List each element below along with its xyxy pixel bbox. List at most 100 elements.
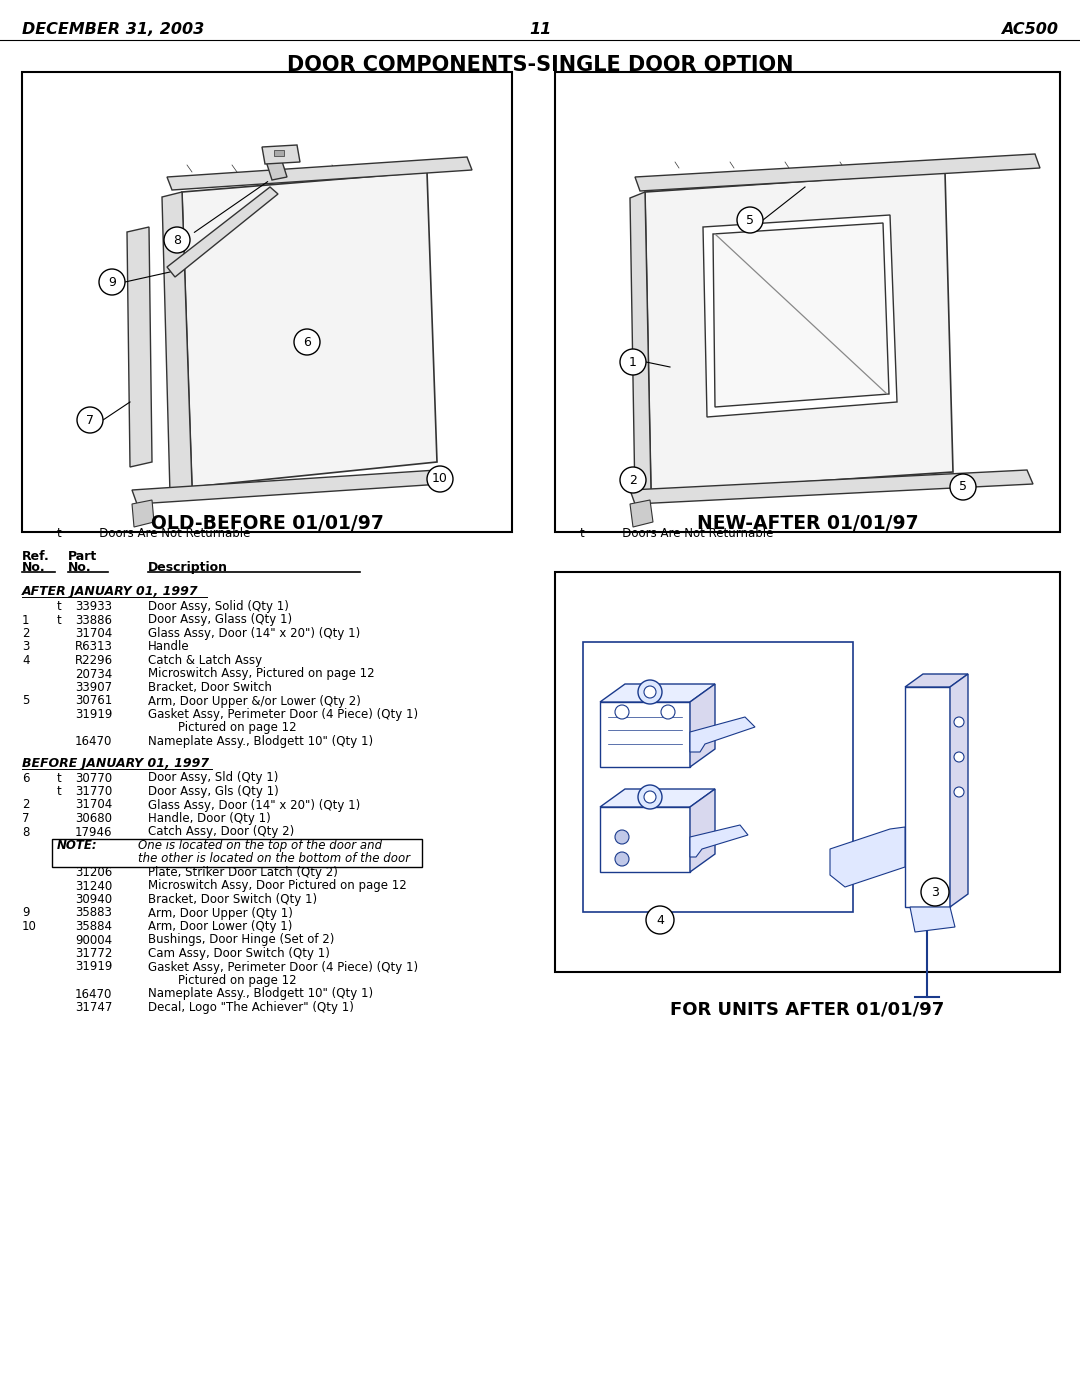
Text: Nameplate Assy., Blodgett 10" (Qty 1): Nameplate Assy., Blodgett 10" (Qty 1): [148, 988, 373, 1000]
Text: No.: No.: [68, 562, 92, 574]
Text: 30761: 30761: [75, 694, 112, 707]
Bar: [555, 571, 1059, 972]
Text: 3: 3: [931, 886, 939, 898]
Text: 90004: 90004: [75, 933, 112, 947]
Circle shape: [644, 791, 656, 803]
Text: 6: 6: [303, 335, 311, 348]
Polygon shape: [265, 155, 287, 180]
Polygon shape: [905, 673, 968, 687]
Polygon shape: [127, 226, 152, 467]
Text: Door Assy, Sld (Qty 1): Door Assy, Sld (Qty 1): [148, 771, 279, 785]
Polygon shape: [690, 826, 748, 856]
Text: Gasket Assy, Perimeter Door (4 Piece) (Qty 1): Gasket Assy, Perimeter Door (4 Piece) (Q…: [148, 708, 418, 721]
Text: t          Doors Are Not Returnable: t Doors Are Not Returnable: [57, 527, 251, 541]
Text: 4: 4: [22, 654, 29, 666]
Circle shape: [615, 852, 629, 866]
Circle shape: [661, 705, 675, 719]
Text: 35884: 35884: [75, 921, 112, 933]
Text: 16470: 16470: [75, 988, 112, 1000]
Text: No.: No.: [22, 562, 45, 574]
Text: 16470: 16470: [75, 735, 112, 747]
Text: 20734: 20734: [75, 668, 112, 680]
Text: Catch Assy, Door (Qty 2): Catch Assy, Door (Qty 2): [148, 826, 294, 838]
Text: Handle, Door (Qty 1): Handle, Door (Qty 1): [148, 812, 271, 826]
Bar: [274, 149, 284, 156]
Polygon shape: [950, 673, 968, 907]
Text: 9: 9: [22, 907, 29, 919]
Text: t: t: [57, 613, 62, 626]
Polygon shape: [630, 191, 651, 500]
Bar: [22, 73, 512, 532]
Circle shape: [954, 752, 964, 761]
Text: DOOR COMPONENTS-SINGLE DOOR OPTION: DOOR COMPONENTS-SINGLE DOOR OPTION: [287, 54, 793, 75]
Polygon shape: [905, 687, 950, 907]
Text: Description: Description: [148, 562, 228, 574]
Polygon shape: [262, 145, 300, 163]
Text: Arm, Door Upper (Qty 1): Arm, Door Upper (Qty 1): [148, 907, 293, 919]
Text: Pictured on page 12: Pictured on page 12: [178, 721, 297, 735]
Polygon shape: [635, 154, 1040, 191]
Text: 4: 4: [656, 914, 664, 926]
Text: R6313: R6313: [75, 640, 113, 654]
Text: 2: 2: [22, 627, 29, 640]
Text: 10: 10: [22, 921, 37, 933]
Text: the other is located on the bottom of the door: the other is located on the bottom of th…: [138, 852, 410, 866]
Text: Bracket, Door Switch: Bracket, Door Switch: [148, 680, 272, 694]
Polygon shape: [703, 215, 897, 416]
Circle shape: [646, 907, 674, 935]
Text: 33907: 33907: [75, 680, 112, 694]
Polygon shape: [713, 224, 889, 407]
Circle shape: [77, 407, 103, 433]
Text: NEW-AFTER 01/01/97: NEW-AFTER 01/01/97: [697, 514, 918, 534]
Circle shape: [950, 474, 976, 500]
Text: DECEMBER 31, 2003: DECEMBER 31, 2003: [22, 22, 204, 36]
Text: 9: 9: [108, 275, 116, 289]
Circle shape: [427, 467, 453, 492]
Polygon shape: [630, 500, 653, 527]
Circle shape: [294, 330, 320, 355]
Polygon shape: [600, 685, 715, 703]
Text: t          Doors Are Not Returnable: t Doors Are Not Returnable: [580, 527, 773, 541]
Polygon shape: [167, 187, 278, 277]
Text: Gasket Assy, Perimeter Door (4 Piece) (Qty 1): Gasket Assy, Perimeter Door (4 Piece) (Q…: [148, 961, 418, 974]
Polygon shape: [132, 500, 154, 527]
Text: Part: Part: [68, 550, 97, 563]
Text: 30770: 30770: [75, 771, 112, 785]
Text: 31919: 31919: [75, 961, 112, 974]
Text: AFTER JANUARY 01, 1997: AFTER JANUARY 01, 1997: [22, 585, 199, 598]
Text: 1: 1: [629, 355, 637, 369]
Text: 31240: 31240: [75, 880, 112, 893]
Text: NOTE:: NOTE:: [57, 840, 97, 852]
Text: Handle: Handle: [148, 640, 190, 654]
Text: 31770: 31770: [75, 785, 112, 798]
Text: Arm, Door Upper &/or Lower (Qty 2): Arm, Door Upper &/or Lower (Qty 2): [148, 694, 361, 707]
Text: 7: 7: [22, 812, 29, 826]
Text: 17946: 17946: [75, 826, 112, 838]
Text: 1: 1: [22, 613, 29, 626]
Text: NOTE:: NOTE:: [57, 840, 97, 852]
Text: the other is located on the bottom of the door: the other is located on the bottom of th…: [138, 852, 410, 866]
Text: Cam Assy, Door Switch (Qty 1): Cam Assy, Door Switch (Qty 1): [148, 947, 329, 960]
Circle shape: [620, 349, 646, 374]
Text: 33886: 33886: [75, 613, 112, 626]
Polygon shape: [910, 907, 955, 932]
Text: 2: 2: [629, 474, 637, 486]
Text: 6: 6: [22, 771, 29, 785]
Polygon shape: [600, 703, 690, 767]
Text: Door Assy, Solid (Qty 1): Door Assy, Solid (Qty 1): [148, 599, 288, 613]
Text: Door Assy, Gls (Qty 1): Door Assy, Gls (Qty 1): [148, 785, 279, 798]
Polygon shape: [831, 827, 905, 887]
Text: 5: 5: [746, 214, 754, 226]
Text: t: t: [57, 785, 62, 798]
Circle shape: [99, 270, 125, 295]
Polygon shape: [162, 191, 192, 495]
Text: Decal, Logo "The Achiever" (Qty 1): Decal, Logo "The Achiever" (Qty 1): [148, 1002, 354, 1014]
Circle shape: [954, 717, 964, 726]
Circle shape: [638, 785, 662, 809]
Text: 31772: 31772: [75, 947, 112, 960]
Bar: [52, 840, 422, 868]
Text: One is located on the top of the door and: One is located on the top of the door an…: [138, 840, 382, 852]
Text: FOR UNITS AFTER 01/01/97: FOR UNITS AFTER 01/01/97: [671, 1000, 945, 1018]
Text: 8: 8: [22, 826, 29, 838]
Text: 5: 5: [22, 694, 29, 707]
